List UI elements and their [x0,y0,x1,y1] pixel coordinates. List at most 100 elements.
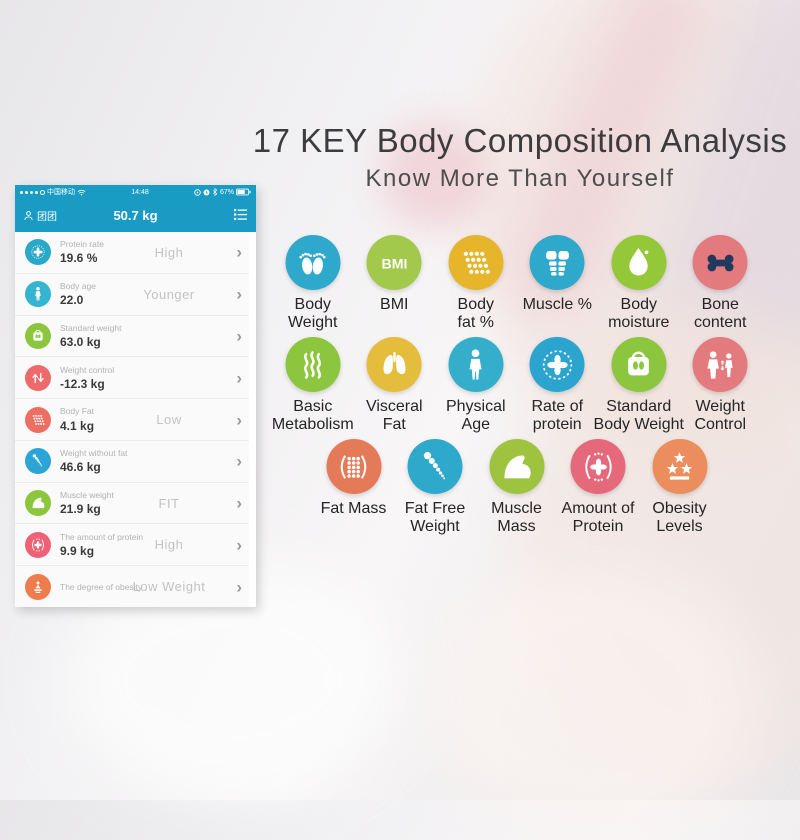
icon-grid-row: Basic Metabolism Visceral Fat Physical Age… [272,337,761,436]
svg-text:BMI: BMI [381,256,407,272]
status-text: Low [156,412,182,428]
grid-item-label: Muscle Mass [491,500,542,535]
list-item[interactable]: Body Fat 4.1 kg Low › [15,399,249,441]
signal-carrier: 中国移动 [20,187,86,197]
amount-of-protein-icon [25,531,51,558]
grid-item: Muscle % [517,235,599,334]
grid-item: Bone content [680,235,762,334]
metric-label: Standard weight [60,322,122,333]
grid-item-label: Amount of Protein [561,500,635,535]
feet-icon [285,235,341,290]
lungs-icon [366,337,422,392]
grid-item-label: Body Weight [287,296,338,331]
list-item[interactable]: The degree of obesity Low Weight › [15,566,249,608]
status-text: High [154,537,184,553]
grid-item: Muscle Mass [476,439,558,538]
grid-item: Basic Metabolism [272,337,354,436]
metric-label: Muscle weight [60,489,114,500]
bluetooth-icon [212,188,218,196]
metric-value: 19.6 % [60,251,98,266]
status-time: 14:48 [131,188,149,196]
muscle-weight-icon [25,490,51,517]
metric-value: -12.3 kg [60,376,105,391]
list-item[interactable]: Protein rate 19.6 % High › [15,232,249,274]
fat-mass-icon [326,439,381,494]
list-item[interactable]: Weight without fat 46.6 kg › [15,440,249,483]
metric-list: Protein rate 19.6 % High › Body age 22.0 Young… [15,232,256,608]
status-text: FIT [158,495,180,511]
muscle-arm-icon [489,439,544,494]
metric-label: The amount of protein [60,531,144,542]
grid-item-label: Standard Body Weight [593,398,684,433]
metric-label: The degree of obesity [60,581,143,592]
battery-percent: 67% [219,188,234,196]
user-icon [24,211,33,220]
user-chip[interactable]: 团团 [23,208,57,223]
grid-item: Fat Mass [313,439,395,538]
icon-grid-row: Body Weight BMI BMI Body fat % Muscle % Body … [272,235,761,334]
page-subtitle: Know More Than Yourself [365,165,675,192]
weight-control-people-icon [692,337,748,392]
current-weight: 50.7 kg [113,208,158,223]
background-photo [430,560,760,840]
fat-free-icon [407,439,463,494]
grid-item: Amount of Protein [557,439,639,538]
grid-item: Rate of protein [517,337,599,436]
list-item[interactable]: Body age 22.0 Younger › [15,273,249,316]
grid-item-label: Body fat % [457,296,494,331]
grid-item: Fat Free Weight [394,439,476,538]
metric-value: 63.0 kg [60,335,101,350]
weight-control-icon [25,364,51,391]
water-drop-icon [611,235,667,290]
grid-item-label: Obesity Levels [652,500,707,535]
grid-item: BMI BMI [354,235,436,334]
body-fat-icon [25,406,51,433]
grid-item-label: Basic Metabolism [271,398,354,433]
metric-label: Weight control [60,364,115,375]
grid-item-label: Body moisture [608,296,670,331]
metric-label: Body age [60,281,96,292]
bmi-icon: BMI [366,235,422,290]
person-icon [448,337,504,392]
metric-value: 9.9 kg [60,543,95,558]
chevron-right-icon: › [236,326,242,346]
metric-label: Body Fat [60,406,95,417]
grid-item: Standard Body Weight [594,337,684,436]
list-menu-icon[interactable] [233,208,248,226]
page-title: 17 KEY Body Composition Analysis [252,122,788,159]
fat-dots-icon [448,235,504,290]
metric-value: 46.6 kg [60,460,101,475]
grid-item-label: Fat Free Weight [404,500,466,535]
list-item[interactable]: Muscle weight 21.9 kg FIT › [15,482,249,525]
metric-value: 21.9 kg [60,502,101,517]
battery-icon [235,188,251,196]
grid-item: Obesity Levels [639,439,721,538]
status-text: High [154,244,184,260]
metric-label: Weight without fat [60,448,128,459]
app-header: 团团 50.7 kg [15,199,256,232]
grid-item-label: Rate of protein [531,398,584,433]
protein-rate-icon [25,239,51,266]
amount-protein-icon [570,439,626,494]
scale-icon [611,337,667,392]
wifi-icon [77,189,86,195]
list-item[interactable]: The amount of protein 9.9 kg High › [15,524,249,567]
bone-icon [692,235,748,290]
grid-item: Visceral Fat [354,337,436,436]
chevron-right-icon: › [236,493,242,513]
grid-item: Weight Control [680,337,762,436]
grid-item: Body fat % [435,235,517,334]
metric-value: 22.0 [60,293,84,308]
user-name: 团团 [37,212,57,223]
degree-of-obesity-icon [25,573,51,600]
icon-grid: Body Weight BMI BMI Body fat % Muscle % Body … [272,235,761,541]
muscle-torso-icon [529,235,585,290]
grid-item-label: Visceral Fat [365,398,423,433]
grid-item-label: Physical Age [445,398,506,433]
status-bar: 中国移动 14:48 67% [15,185,256,199]
list-item[interactable]: Standard weight 63.0 kg › [15,315,249,358]
icon-grid-row: Fat Mass Fat Free Weight Muscle Mass Amount… [272,439,761,538]
chevron-right-icon: › [236,242,242,262]
list-item[interactable]: Weight control -12.3 kg › [15,357,249,400]
chevron-right-icon: › [236,535,242,555]
